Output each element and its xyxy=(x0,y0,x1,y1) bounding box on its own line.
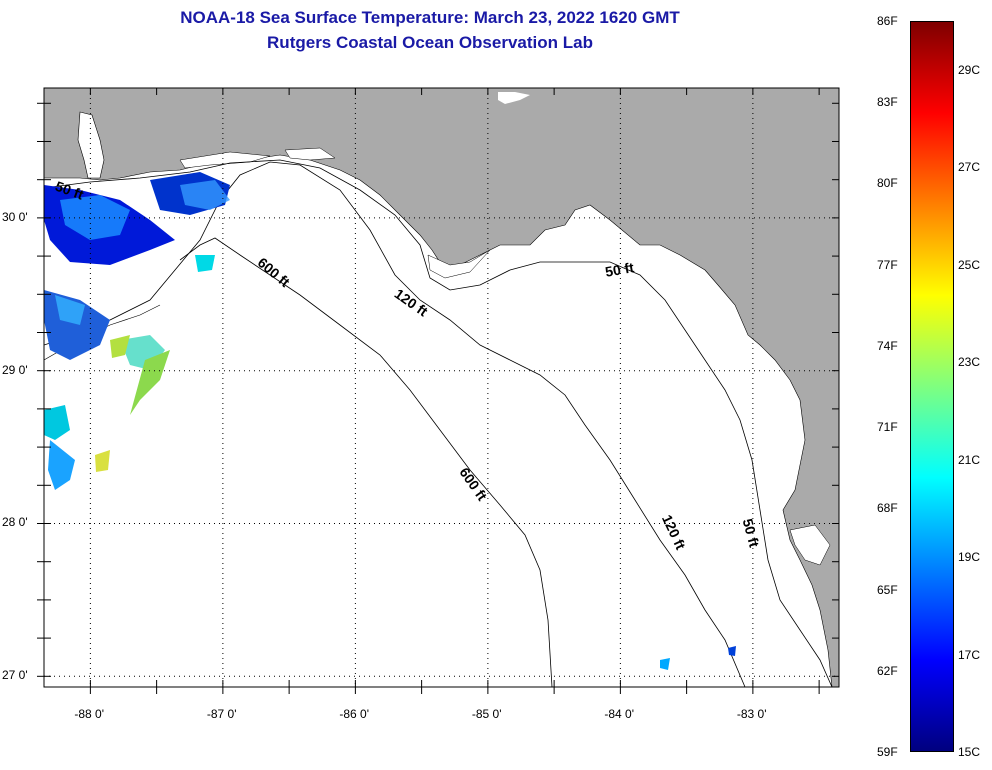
colorbar-c-label: 29C xyxy=(958,62,981,77)
contour-label: 50 ft xyxy=(740,517,763,549)
lon-tick-label: -84 0' xyxy=(604,707,635,721)
sst-data-patches xyxy=(44,172,736,670)
map-frame xyxy=(43,87,840,688)
colorbar-f-label: 59F xyxy=(877,745,898,759)
temperature-colorbar xyxy=(910,21,954,752)
mobile-bay xyxy=(77,111,105,179)
lon-tick-label: -87 0' xyxy=(206,707,237,721)
colorbar-c-label: 17C xyxy=(958,647,981,662)
lat-tick-label: 29 0' xyxy=(2,362,28,377)
colorbar-f-label: 71F xyxy=(877,420,898,435)
colorbar-c-label: 19C xyxy=(958,550,981,565)
lat-tick-label: 28 0' xyxy=(2,515,28,530)
lat-tick-label: 27 0' xyxy=(2,668,28,683)
colorbar-c-label: 21C xyxy=(958,452,981,467)
axis-ticks xyxy=(37,88,839,694)
colorbar-c-label: 25C xyxy=(958,257,981,272)
inland-lake xyxy=(498,92,530,104)
st-andrew-bay xyxy=(284,147,336,161)
tampa-bay xyxy=(789,524,831,566)
apalachicola-bay xyxy=(427,249,491,279)
contour-600ft xyxy=(179,237,553,687)
lat-tick-label: 30 0' xyxy=(2,209,28,224)
colorbar-c-label: 27C xyxy=(958,160,981,175)
colorbar-f-label: 68F xyxy=(877,501,898,516)
map-subtitle: Rutgers Coastal Ocean Observation Lab xyxy=(267,33,593,52)
map-title: NOAA-18 Sea Surface Temperature: March 2… xyxy=(180,8,680,27)
colorbar-f-label: 62F xyxy=(877,663,898,678)
lon-tick-label: -83 0' xyxy=(736,707,767,721)
lon-tick-label: -85 0' xyxy=(471,707,502,721)
contour-50ft xyxy=(44,159,833,687)
colorbar-f-label: 74F xyxy=(877,338,898,353)
colorbar-f-label: 77F xyxy=(877,257,898,272)
contour-label: 50 ft xyxy=(604,259,635,280)
colorbar-f-label: 80F xyxy=(877,176,898,191)
colorbar-c-label: 15C xyxy=(958,745,981,759)
lon-tick-label: -86 0' xyxy=(339,707,370,721)
lon-tick-label: -88 0' xyxy=(74,707,105,721)
colorbar-c-label: 23C xyxy=(958,355,981,370)
colorbar-f-label: 83F xyxy=(877,95,898,110)
colorbar-f-label: 86F xyxy=(877,14,898,28)
colorbar-f-label: 65F xyxy=(877,582,898,597)
